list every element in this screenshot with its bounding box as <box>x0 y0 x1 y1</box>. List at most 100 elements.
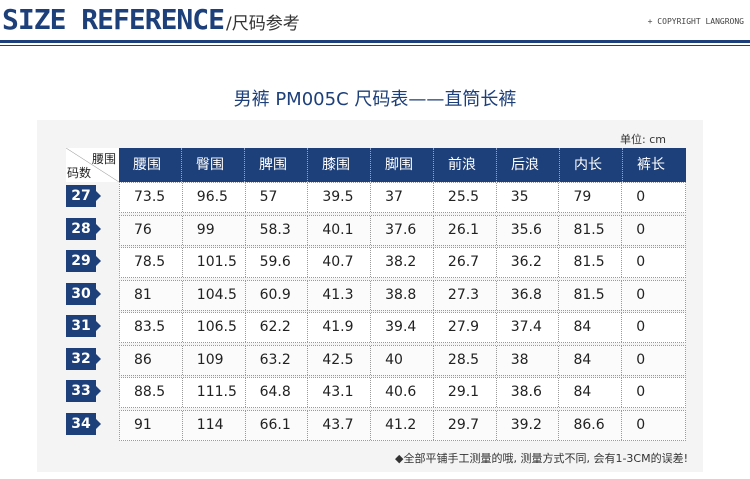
table-cell: 81.5 <box>559 215 623 245</box>
table-cell: 41.3 <box>308 280 372 310</box>
table-cell: 59.6 <box>246 248 309 278</box>
table-cell: 81 <box>120 280 183 310</box>
table-cell: 96.5 <box>183 183 246 212</box>
measurement-note: ◆全部平铺手工测量的哦, 测量方式不同, 会有1-3CM的误差! <box>395 452 688 465</box>
table-cell: 64.8 <box>246 378 309 408</box>
table-cell: 43.1 <box>308 378 372 408</box>
column-header: 脚围 <box>371 148 434 182</box>
column-header: 裤长 <box>637 157 665 173</box>
table-cell: 111.5 <box>183 378 246 408</box>
brand-title: SIZE REFERENCE/尺码参考 <box>2 4 300 40</box>
table-cell: 76 <box>120 215 183 245</box>
table-cell: 39.4 <box>371 313 434 343</box>
table-row: 32 86 109 63.2 42.5 40 28.5 38 84 0 <box>66 344 686 376</box>
table-cell: 37.4 <box>497 313 560 343</box>
table-cell: 84 <box>559 345 623 375</box>
table-cell: 0 <box>636 351 646 368</box>
size-label: 28 <box>66 217 101 240</box>
row-cells: 78.5 101.5 59.6 40.7 38.2 26.7 36.2 81.5 0 <box>119 247 686 279</box>
size-label: 27 <box>66 185 101 207</box>
row-cells: 76 99 58.3 40.1 37.6 26.1 35.6 81.5 0 <box>119 214 686 246</box>
table-row: 34 91 114 66.1 43.7 41.2 29.7 39.2 86.6 0 <box>66 409 686 441</box>
table-cell: 41.9 <box>308 313 372 343</box>
table-cell: 27.3 <box>434 280 497 310</box>
table-cell: 0 <box>636 319 646 336</box>
table-row: 33 88.5 111.5 64.8 43.1 40.6 29.1 38.6 84 0 <box>66 377 686 409</box>
table-cell: 73.5 <box>120 183 183 212</box>
table-cell: 114 <box>183 410 246 440</box>
table-cell: 40.6 <box>371 378 434 408</box>
header-rule-thin <box>0 45 750 46</box>
table-cell: 0 <box>636 416 646 433</box>
copyright-text: + COPYRIGHT LANGRONG <box>647 17 744 26</box>
table-cell: 106.5 <box>183 313 246 343</box>
title-subtitle: /尺码参考 <box>226 14 300 34</box>
table-cell: 29.7 <box>434 410 497 440</box>
table-cell: 41.2 <box>371 410 434 440</box>
table-cell: 42.5 <box>308 345 372 375</box>
table-cell: 58.3 <box>246 215 309 245</box>
title-text: SIZE REFERENCE <box>2 3 225 36</box>
table-row: 28 76 99 58.3 40.1 37.6 26.1 35.6 81.5 0 <box>66 214 686 246</box>
size-label: 34 <box>66 412 101 435</box>
size-label: 33 <box>66 380 101 403</box>
row-cells: 83.5 106.5 62.2 41.9 39.4 27.9 37.4 84 0 <box>119 312 686 344</box>
table-cell: 36.2 <box>497 248 560 278</box>
column-header: 臀围 <box>182 148 245 182</box>
table-cell: 101.5 <box>183 248 246 278</box>
table-cell: 99 <box>183 215 246 245</box>
table-cell: 62.2 <box>246 313 309 343</box>
row-cells: 88.5 111.5 64.8 43.1 40.6 29.1 38.6 84 0 <box>119 377 686 409</box>
table-cell: 40.1 <box>308 215 372 245</box>
table-cell: 37.6 <box>371 215 434 245</box>
table-cell: 66.1 <box>246 410 309 440</box>
column-header: 前浪 <box>434 148 497 182</box>
table-row: 27 73.5 96.5 57 39.5 37 25.5 35 79 0 <box>66 182 686 213</box>
table-cell: 81.5 <box>559 280 623 310</box>
table-cell: 26.7 <box>434 248 497 278</box>
table-cell: 81.5 <box>559 248 623 278</box>
column-header: 腰围 <box>119 148 182 182</box>
corner-bottom-label: 码数 <box>67 166 92 180</box>
table-cell: 78.5 <box>120 248 183 278</box>
table-cell: 29.1 <box>434 378 497 408</box>
table-cell: 86 <box>120 345 183 375</box>
table-cell: 63.2 <box>246 345 309 375</box>
table-row: 30 81 104.5 60.9 41.3 38.8 27.3 36.8 81.5 0 <box>66 279 686 311</box>
table-body: 27 73.5 96.5 57 39.5 37 25.5 35 79 0 28 76 99 58.3 40.… <box>66 182 686 443</box>
size-label: 31 <box>66 315 101 338</box>
table-cell: 91 <box>120 410 183 440</box>
table-row: 29 78.5 101.5 59.6 40.7 38.2 26.7 36.2 81.5 0 <box>66 247 686 279</box>
column-header: 后浪 <box>497 148 560 182</box>
table-row: 31 83.5 106.5 62.2 41.9 39.4 27.9 37.4 84 0 <box>66 312 686 344</box>
row-cells: 73.5 96.5 57 39.5 37 25.5 35 79 0 <box>119 182 686 213</box>
table-cell: 39.5 <box>308 183 372 212</box>
table-cell: 0 <box>636 254 646 271</box>
size-label: 30 <box>66 282 101 305</box>
unit-label: 单位: cm <box>620 133 666 146</box>
table-corner: 腰围 码数 <box>66 148 119 182</box>
table-cell: 27.9 <box>434 313 497 343</box>
table-cell: 88.5 <box>120 378 183 408</box>
size-label: 32 <box>66 347 101 370</box>
table-cell: 84 <box>559 378 623 408</box>
table-cell: 38.2 <box>371 248 434 278</box>
table-cell: 28.5 <box>434 345 497 375</box>
table-title: 男裤 PM005C 尺码表——直筒长裤 <box>233 89 517 110</box>
table-cell: 57 <box>246 183 309 212</box>
table-cell: 40.7 <box>308 248 372 278</box>
row-cells: 81 104.5 60.9 41.3 38.8 27.3 36.8 81.5 0 <box>119 279 686 311</box>
table-cell: 86.6 <box>559 410 623 440</box>
table-cell: 60.9 <box>246 280 309 310</box>
row-cells: 86 109 63.2 42.5 40 28.5 38 84 0 <box>119 344 686 376</box>
table-cell: 37 <box>371 183 434 212</box>
header-rule <box>0 40 750 43</box>
table-cell: 26.1 <box>434 215 497 245</box>
table-cell: 79 <box>559 183 623 212</box>
column-header: 脾围 <box>245 148 308 182</box>
table-cell: 83.5 <box>120 313 183 343</box>
table-cell: 109 <box>183 345 246 375</box>
corner-top-label: 腰围 <box>91 152 116 166</box>
table-cell: 35.6 <box>497 215 560 245</box>
table-cell: 0 <box>636 286 646 303</box>
